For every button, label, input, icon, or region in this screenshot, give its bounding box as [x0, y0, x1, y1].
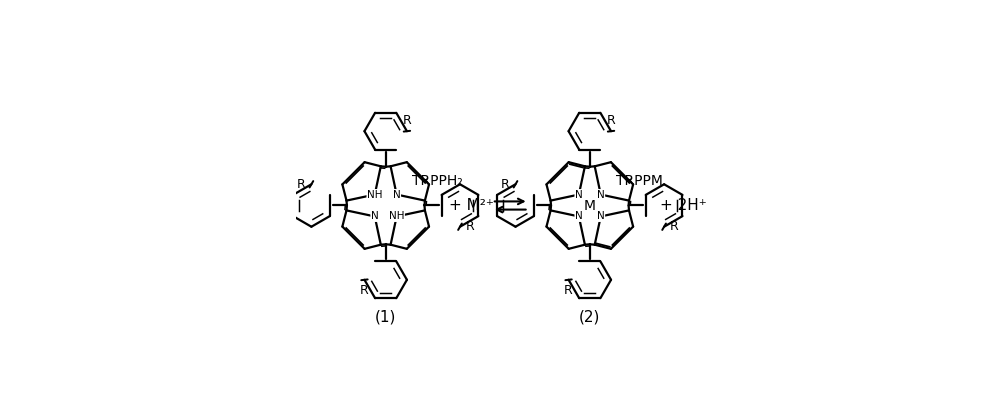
Text: R: R — [564, 284, 573, 296]
Text: M: M — [584, 199, 596, 212]
Text: (1): (1) — [375, 309, 396, 324]
Text: N: N — [597, 211, 605, 222]
Text: + 2H⁺: + 2H⁺ — [660, 198, 707, 213]
Text: R: R — [466, 220, 475, 233]
Text: R: R — [297, 178, 306, 191]
Text: NH: NH — [389, 211, 404, 222]
Text: + M²⁺: + M²⁺ — [449, 198, 494, 213]
Text: (2): (2) — [579, 309, 600, 324]
Text: N: N — [575, 189, 583, 200]
Text: N: N — [371, 211, 379, 222]
Text: R: R — [670, 220, 679, 233]
Text: NH: NH — [367, 189, 383, 200]
Text: R: R — [403, 115, 411, 127]
Text: R: R — [501, 178, 510, 191]
Text: TRPPH₂: TRPPH₂ — [412, 174, 463, 188]
Text: TRPPM: TRPPM — [616, 174, 663, 188]
Text: N: N — [575, 211, 583, 222]
Text: R: R — [360, 284, 369, 296]
Text: N: N — [597, 189, 605, 200]
Text: R: R — [607, 115, 615, 127]
Text: N: N — [393, 189, 401, 200]
